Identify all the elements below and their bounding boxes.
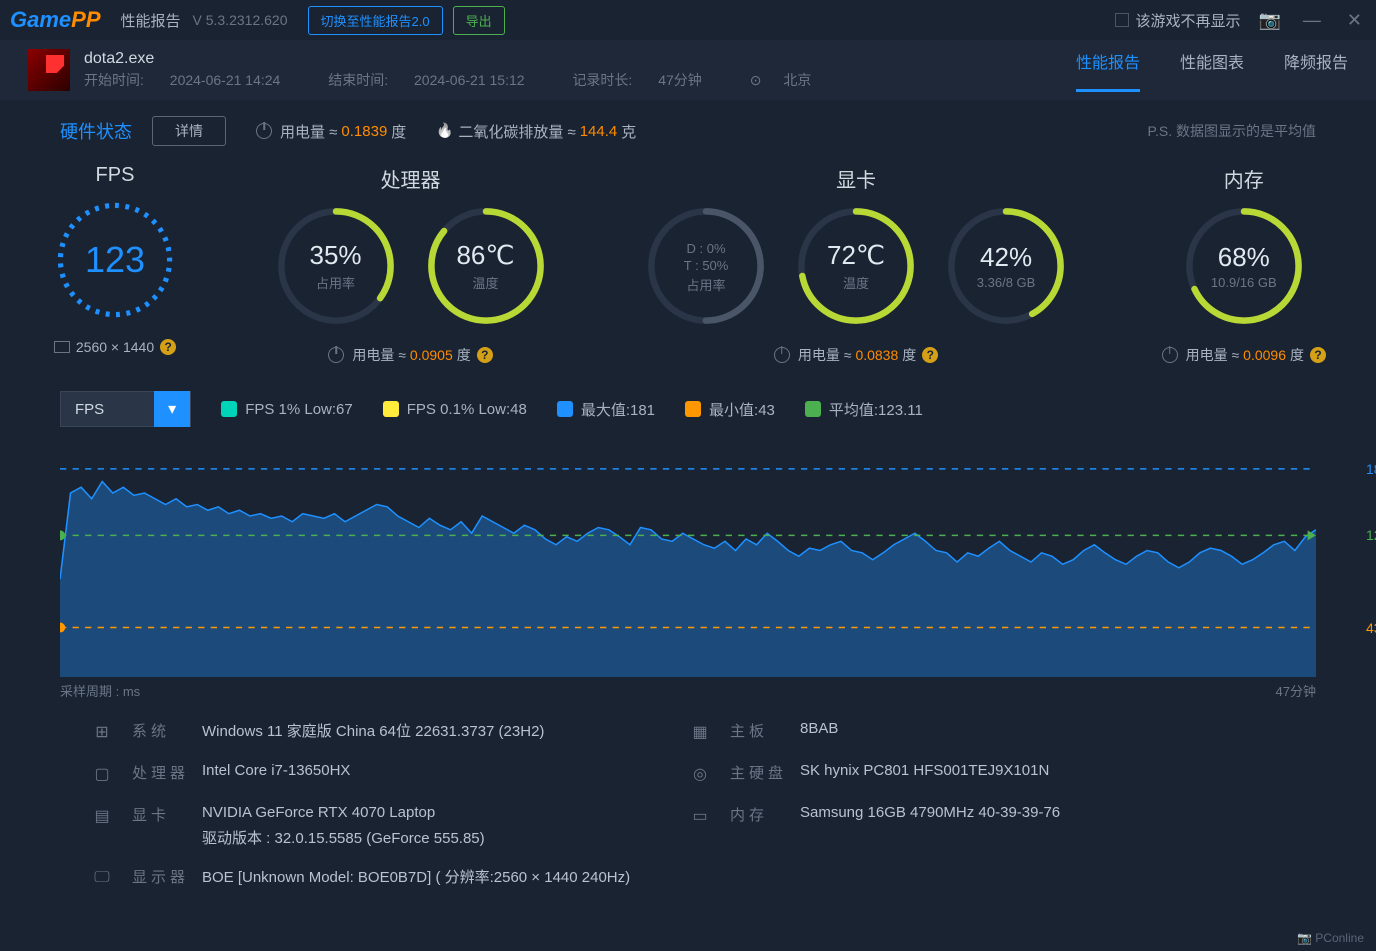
help-icon[interactable]: ?	[477, 347, 493, 363]
fps-value: 123	[85, 239, 145, 281]
resolution: 2560 × 1440	[76, 339, 154, 355]
gauge-gpu: 显卡 D : 0%T : 50%占用率 72℃温度 42%3.36/8 GB 用…	[641, 164, 1071, 365]
game-meta: dota2.exe 开始时间: 2024-06-21 14:24 结束时间: 2…	[84, 50, 855, 90]
y-max-label: 181	[1366, 461, 1376, 477]
logo-pp: PP	[71, 7, 100, 33]
cpu-title: 处理器	[381, 164, 441, 193]
version-label: V 5.3.2312.620	[193, 12, 288, 28]
monitor-icon: 🖵	[90, 866, 114, 890]
total-power: 用电量 ≈ 0.1839 度	[256, 121, 406, 142]
location: ⊙北京	[750, 72, 834, 88]
hardware-row: 硬件状态 详情 用电量 ≈ 0.1839 度 二氧化碳排放量 ≈ 144.4 克…	[0, 100, 1376, 154]
y-avg-label: 123.12	[1366, 527, 1376, 543]
help-icon[interactable]: ?	[160, 339, 176, 355]
ram-title: 内存	[1224, 164, 1264, 193]
chart-controls: FPS ▾ FPS 1% Low:67 FPS 0.1% Low:48 最大值:…	[0, 365, 1376, 437]
legend-max: 最大值:181	[557, 399, 655, 420]
disk-icon: ◎	[688, 762, 712, 786]
tab-chart[interactable]: 性能图表	[1180, 49, 1244, 92]
co2-icon	[436, 122, 450, 140]
help-icon[interactable]: ?	[922, 347, 938, 363]
spec-ram: ▭ 内存 Samsung 16GB 4790MHz 40-39-39-76	[688, 804, 1286, 848]
spec-gpu: ▤ 显卡 NVIDIA GeForce RTX 4070 Laptop 驱动版本…	[90, 804, 688, 848]
spec-monitor: 🖵 显示器 BOE [Unknown Model: BOE0B7D] ( 分辨率…	[90, 866, 688, 890]
hide-game-checkbox[interactable]: 该游戏不再显示	[1115, 10, 1240, 31]
switch-report-button[interactable]: 切换至性能报告2.0	[308, 6, 443, 35]
fps-gauge: 123	[50, 195, 180, 325]
gauge-cpu: 处理器 35%占用率 86℃温度 用电量 ≈ 0.0905 度 ?	[271, 164, 551, 365]
power-icon	[256, 123, 272, 139]
co2-emission: 二氧化碳排放量 ≈ 144.4 克	[436, 121, 636, 142]
window-title: 性能报告	[121, 10, 181, 31]
ram-usage-gauge: 68%10.9/16 GB	[1179, 201, 1309, 331]
dropdown-label: FPS	[61, 401, 154, 418]
gpu-mem-gauge: 42%3.36/8 GB	[941, 201, 1071, 331]
game-times: 开始时间: 2024-06-21 14:24 结束时间: 2024-06-21 …	[84, 70, 855, 90]
watermark: 📷 PConline	[1297, 931, 1364, 945]
titlebar: GamePP 性能报告 V 5.3.2312.620 切换至性能报告2.0 导出…	[0, 0, 1376, 40]
axis-left: 采样周期 : ms	[60, 681, 140, 700]
gauge-ram: 内存 68%10.9/16 GB 用电量 ≈ 0.0096 度 ?	[1162, 164, 1326, 365]
duration: 记录时长: 47分钟	[572, 72, 723, 88]
legend-avg: 平均值:123.11	[805, 399, 923, 420]
axis-right: 47分钟	[1276, 681, 1316, 700]
game-name: dota2.exe	[84, 50, 855, 68]
cpu-temp-gauge: 86℃温度	[421, 201, 551, 331]
cpu-icon: ▢	[90, 762, 114, 786]
fps-chart: 181 123.12 43	[60, 447, 1316, 677]
legend-low01: FPS 0.1% Low:48	[383, 401, 527, 418]
specs-table: ⊞ 系统 Windows 11 家庭版 China 64位 22631.3737…	[0, 700, 1376, 890]
start-time: 开始时间: 2024-06-21 14:24	[84, 72, 302, 88]
ps-note: P.S. 数据图显示的是平均值	[1147, 121, 1316, 141]
hw-title: 硬件状态	[60, 118, 132, 144]
spec-mb: ▦ 主板 8BAB	[688, 720, 1286, 744]
gpu-temp-gauge: 72℃温度	[791, 201, 921, 331]
fps-footer: 2560 × 1440 ?	[54, 339, 176, 355]
game-icon	[28, 49, 70, 91]
help-icon[interactable]: ?	[1310, 347, 1326, 363]
app-logo: GamePP	[10, 7, 101, 33]
gauge-row: FPS 123 2560 × 1440 ? 处理器 35%占用率 86℃温度 用…	[0, 154, 1376, 365]
hide-game-label: 该游戏不再显示	[1135, 10, 1240, 31]
titlebar-right: 该游戏不再显示 📷 — ✕	[1115, 10, 1366, 31]
gpu-footer: 用电量 ≈ 0.0838 度 ?	[774, 345, 938, 365]
minimize-icon[interactable]: —	[1299, 10, 1325, 31]
ram-footer: 用电量 ≈ 0.0096 度 ?	[1162, 345, 1326, 365]
gpu-usage-gauge: D : 0%T : 50%占用率	[641, 201, 771, 331]
gpu-icon: ▤	[90, 804, 114, 828]
logo-game: Game	[10, 7, 71, 33]
cpu-footer: 用电量 ≈ 0.0905 度 ?	[328, 345, 492, 365]
chart-x-axis: 采样周期 : ms 47分钟	[0, 677, 1376, 700]
tab-throttle[interactable]: 降频报告	[1284, 49, 1348, 92]
power-icon	[1162, 347, 1178, 363]
legend-low1: FPS 1% Low:67	[221, 401, 353, 418]
end-time: 结束时间: 2024-06-21 15:12	[328, 72, 546, 88]
location-icon: ⊙	[750, 72, 762, 88]
power-icon	[328, 347, 344, 363]
spec-os: ⊞ 系统 Windows 11 家庭版 China 64位 22631.3737…	[90, 720, 688, 744]
chevron-down-icon: ▾	[154, 391, 190, 427]
close-icon[interactable]: ✕	[1343, 10, 1366, 31]
gpu-title: 显卡	[836, 164, 876, 193]
game-header: dota2.exe 开始时间: 2024-06-21 14:24 结束时间: 2…	[0, 40, 1376, 100]
gauge-fps: FPS 123 2560 × 1440 ?	[50, 164, 180, 365]
tabs: 性能报告 性能图表 降频报告	[1076, 49, 1348, 92]
metric-dropdown[interactable]: FPS ▾	[60, 391, 191, 427]
motherboard-icon: ▦	[688, 720, 712, 744]
fps-title: FPS	[96, 164, 135, 187]
spec-disk: ◎ 主硬盘 SK hynix PC801 HFS001TEJ9X101N	[688, 762, 1286, 786]
tab-report[interactable]: 性能报告	[1076, 49, 1140, 92]
power-icon	[774, 347, 790, 363]
windows-icon: ⊞	[90, 720, 114, 744]
export-button[interactable]: 导出	[453, 6, 505, 35]
cpu-usage-gauge: 35%占用率	[271, 201, 401, 331]
checkbox-icon	[1115, 13, 1129, 27]
resolution-icon	[54, 341, 70, 353]
legend-min: 最小值:43	[685, 399, 775, 420]
detail-button[interactable]: 详情	[152, 116, 226, 146]
ram-icon: ▭	[688, 804, 712, 828]
spec-cpu: ▢ 处理器 Intel Core i7-13650HX	[90, 762, 688, 786]
camera-icon[interactable]: 📷	[1258, 10, 1280, 31]
y-min-label: 43	[1366, 620, 1376, 636]
